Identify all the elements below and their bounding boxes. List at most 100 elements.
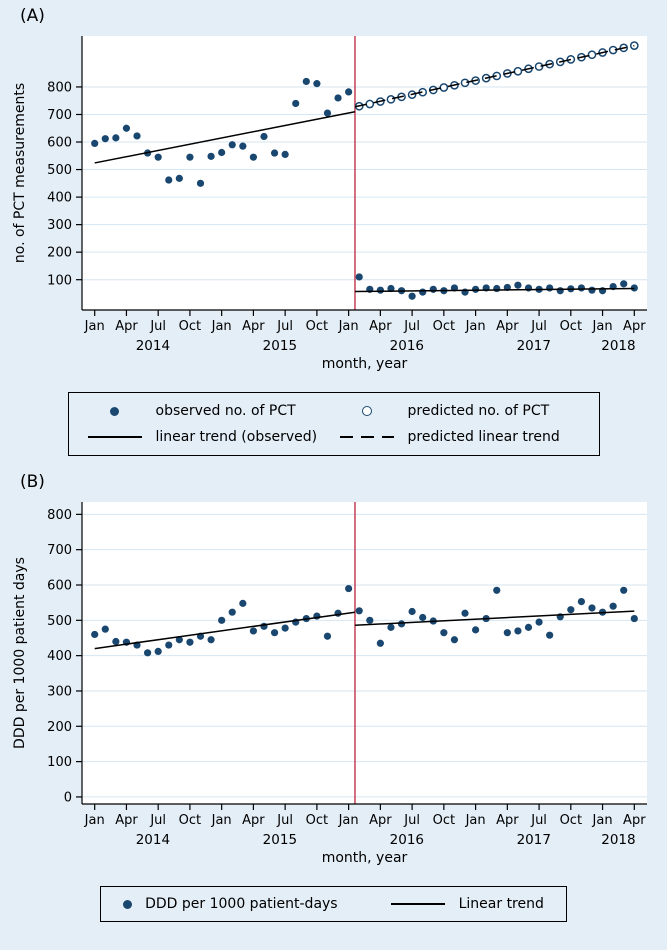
series-observed-no-of-pct <box>91 77 638 300</box>
solid-line-icon <box>87 436 142 438</box>
svg-text:Oct: Oct <box>306 319 328 334</box>
x-axis-ticks: Jan Apr Jul Oct Jan Apr Jul Oct Jan Apr Jul Oct Jan A… <box>84 310 646 334</box>
svg-text:2016: 2016 <box>390 832 424 848</box>
svg-text:Oct: Oct <box>433 319 455 334</box>
chart-panel-a-pct-measurements: 100 200 300 400 500 600 700 800 Jan Apr Jul Oct Jan A… <box>12 36 647 372</box>
svg-text:Jul: Jul <box>530 319 547 334</box>
svg-text:Apr: Apr <box>115 813 138 828</box>
svg-text:Apr: Apr <box>496 813 519 828</box>
solid-line-icon <box>390 903 445 905</box>
svg-text:Jan: Jan <box>465 813 486 828</box>
svg-text:Oct: Oct <box>433 813 455 828</box>
svg-text:2018: 2018 <box>601 832 635 848</box>
svg-text:2017: 2017 <box>517 338 551 354</box>
legend-item-ddd: DDD per 1000 patient-days <box>123 896 338 912</box>
svg-text:Oct: Oct <box>306 813 328 828</box>
svg-text:Jan: Jan <box>338 813 359 828</box>
axes <box>81 36 647 311</box>
axes <box>81 502 647 805</box>
plot-area <box>82 502 647 804</box>
legend-item-observed-pct: observed no. of PCT <box>87 403 329 419</box>
svg-text:Jan: Jan <box>84 319 105 334</box>
panel-a-label: (A) <box>20 6 45 26</box>
svg-text:Jul: Jul <box>530 813 547 828</box>
marker-box <box>339 436 395 438</box>
legend-label-predicted-linear-trend: predicted linear trend <box>407 429 560 445</box>
x-axis-title: month, year <box>322 356 408 372</box>
svg-text:Jan: Jan <box>338 319 359 334</box>
svg-text:Jan: Jan <box>211 813 232 828</box>
legend-panel-b: DDD per 1000 patient-days Linear trend <box>100 886 567 922</box>
marker-box <box>123 899 133 909</box>
y-axis-ticks: 100 200 300 400 500 600 700 800 <box>47 80 82 288</box>
svg-text:2017: 2017 <box>517 832 551 848</box>
svg-text:Apr: Apr <box>496 319 519 334</box>
svg-text:400: 400 <box>47 191 72 206</box>
svg-text:Apr: Apr <box>369 319 392 334</box>
legend-panel-a: observed no. of PCT predicted no. of PCT… <box>67 392 600 456</box>
legend-label-linear-trend-observed: linear trend (observed) <box>155 429 318 445</box>
svg-text:Jul: Jul <box>149 813 166 828</box>
svg-text:2014: 2014 <box>136 338 170 354</box>
x-axis-title: month, year <box>322 850 408 866</box>
marker-box <box>390 903 446 905</box>
svg-text:300: 300 <box>47 685 72 700</box>
svg-text:800: 800 <box>47 80 72 95</box>
svg-text:Jul: Jul <box>403 319 420 334</box>
svg-text:Apr: Apr <box>242 319 265 334</box>
svg-text:0: 0 <box>64 790 72 805</box>
filled-dot-icon <box>123 899 133 909</box>
svg-text:Apr: Apr <box>369 813 392 828</box>
svg-text:700: 700 <box>47 543 72 558</box>
svg-text:300: 300 <box>47 218 72 233</box>
svg-text:Apr: Apr <box>623 319 646 334</box>
legend-label-ddd: DDD per 1000 patient-days <box>145 896 338 912</box>
svg-text:600: 600 <box>47 136 72 151</box>
svg-text:Jul: Jul <box>149 319 166 334</box>
svg-text:2015: 2015 <box>263 832 297 848</box>
legend-item-linear-trend: Linear trend <box>390 896 544 912</box>
series-predicted-linear-trend <box>354 44 635 108</box>
svg-text:2014: 2014 <box>136 832 170 848</box>
marker-box <box>87 406 143 416</box>
legend-label-linear-trend: Linear trend <box>458 896 544 912</box>
svg-text:Jul: Jul <box>403 813 420 828</box>
legend-item-predicted-pct: predicted no. of PCT <box>339 403 581 419</box>
series-linear-trend-observed <box>94 110 635 293</box>
svg-text:Jan: Jan <box>592 813 613 828</box>
svg-text:2015: 2015 <box>263 338 297 354</box>
svg-text:800: 800 <box>47 508 72 523</box>
y-gridlines <box>82 513 647 798</box>
svg-text:Oct: Oct <box>179 319 201 334</box>
filled-dot-icon <box>110 406 119 416</box>
x-axis-ticks: Jan Apr Jul Oct Jan Apr Jul Oct Jan Apr Jul Oct Jan A… <box>84 804 646 828</box>
svg-text:Jan: Jan <box>84 813 105 828</box>
panel-b-label: (B) <box>20 472 45 492</box>
svg-text:2016: 2016 <box>390 338 424 354</box>
marker-box <box>87 436 143 438</box>
svg-text:Apr: Apr <box>623 813 646 828</box>
svg-text:200: 200 <box>47 720 72 735</box>
svg-text:Apr: Apr <box>242 813 265 828</box>
year-labels: 2014 2015 2016 2017 2018 <box>136 338 636 354</box>
svg-text:600: 600 <box>47 579 72 594</box>
year-labels: 2014 2015 2016 2017 2018 <box>136 832 636 848</box>
svg-text:Jul: Jul <box>276 319 293 334</box>
legend-label-predicted-pct: predicted no. of PCT <box>407 403 550 419</box>
legend-label-observed-pct: observed no. of PCT <box>155 403 296 419</box>
marker-box <box>339 406 395 416</box>
svg-text:200: 200 <box>47 246 72 261</box>
svg-text:Jan: Jan <box>465 319 486 334</box>
svg-text:100: 100 <box>47 755 72 770</box>
dashed-line-icon <box>339 436 394 438</box>
legend-item-linear-trend-observed: linear trend (observed) <box>87 429 329 445</box>
svg-text:500: 500 <box>47 614 72 629</box>
svg-text:400: 400 <box>47 649 72 664</box>
y-gridlines <box>82 86 647 281</box>
y-axis-title: no. of PCT measurements <box>12 83 28 263</box>
svg-text:Oct: Oct <box>179 813 201 828</box>
svg-text:100: 100 <box>47 273 72 288</box>
svg-text:Jul: Jul <box>276 813 293 828</box>
legend-item-predicted-linear-trend: predicted linear trend <box>339 429 581 445</box>
